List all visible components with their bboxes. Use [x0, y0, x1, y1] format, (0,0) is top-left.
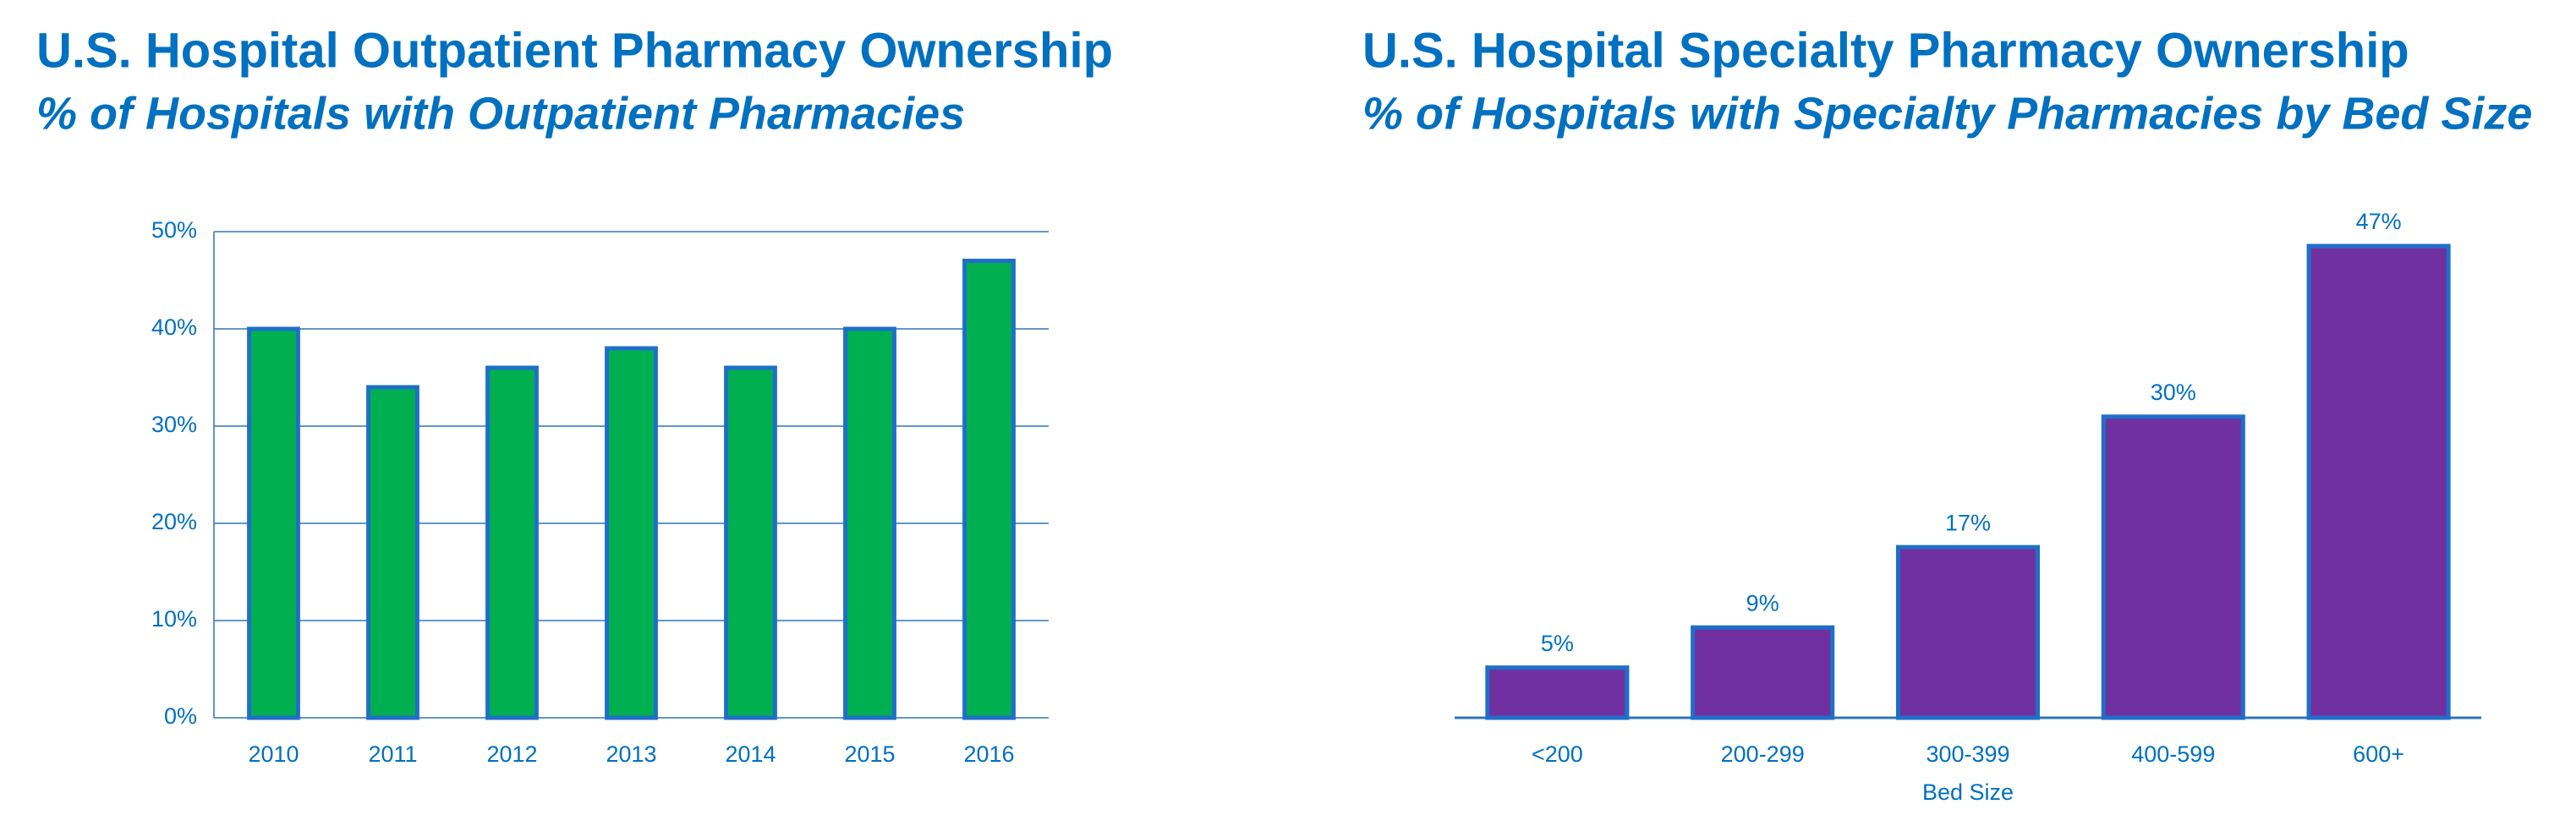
x-tick-label: 2010: [248, 741, 299, 767]
bar: [1691, 625, 1835, 720]
chart-subtitle: % of Hospitals with Outpatient Pharmacie…: [36, 88, 965, 139]
bar: [2306, 243, 2451, 720]
y-tick-label: 0%: [164, 703, 197, 729]
x-tick-label: 2014: [725, 741, 776, 767]
bar: [962, 259, 1016, 720]
x-tick-label: 200-299: [1721, 741, 1805, 767]
y-tick-label: 30%: [151, 412, 197, 437]
data-label: 30%: [2151, 380, 2196, 405]
bar: [1485, 665, 1630, 720]
x-tick-label: 2015: [844, 741, 895, 767]
data-label: 9%: [1746, 590, 1779, 615]
bar: [247, 326, 300, 720]
x-tick-label: 2011: [368, 741, 417, 767]
y-tick-label: 10%: [151, 606, 197, 632]
x-tick-label: 600+: [2353, 741, 2404, 767]
chart-subtitle: % of Hospitals with Specialty Pharmacies…: [1362, 88, 2532, 139]
bar: [843, 326, 896, 720]
data-label: 17%: [1945, 510, 1991, 535]
x-tick-label: 2016: [963, 741, 1014, 767]
x-tick-label: 2012: [486, 741, 537, 767]
chart-title: U.S. Hospital Specialty Pharmacy Ownersh…: [1362, 23, 2409, 78]
bar: [366, 385, 419, 720]
y-tick-label: 20%: [151, 509, 197, 534]
x-tick-label: <200: [1532, 741, 1583, 767]
y-tick-label: 40%: [151, 315, 197, 340]
x-tick-label: 400-599: [2131, 741, 2215, 767]
bar: [605, 346, 658, 720]
chart-title: U.S. Hospital Outpatient Pharmacy Owners…: [36, 23, 1113, 78]
y-tick-label: 50%: [151, 217, 197, 243]
bar: [724, 365, 777, 720]
data-label: 5%: [1541, 631, 1574, 656]
bar: [1895, 544, 2041, 720]
bar: [2101, 414, 2245, 720]
x-tick-label: 2013: [606, 741, 656, 767]
x-axis-label: Bed Size: [1922, 780, 2014, 805]
x-tick-label: 300-399: [1926, 741, 2009, 767]
bar: [485, 365, 539, 720]
data-label: 47%: [2356, 209, 2402, 234]
